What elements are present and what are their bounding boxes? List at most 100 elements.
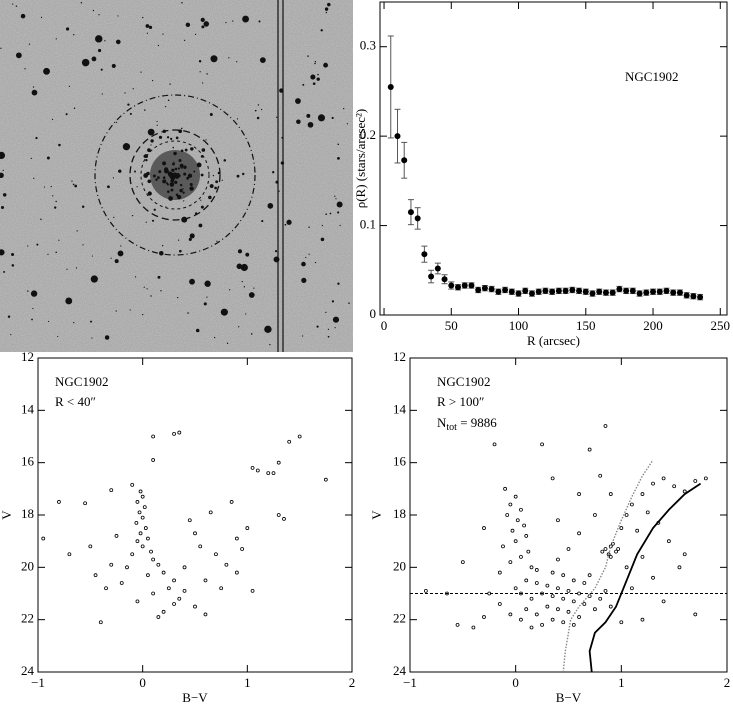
star bbox=[331, 300, 335, 303]
star bbox=[220, 308, 228, 316]
star-point bbox=[603, 547, 608, 551]
star bbox=[65, 27, 70, 31]
star-point bbox=[471, 625, 476, 630]
star bbox=[27, 290, 29, 292]
star bbox=[2, 193, 7, 197]
star-point bbox=[323, 477, 328, 482]
star bbox=[73, 34, 75, 36]
star-point bbox=[135, 599, 140, 604]
data-point bbox=[434, 265, 441, 272]
star-point bbox=[603, 588, 608, 593]
star bbox=[181, 167, 183, 169]
star bbox=[120, 245, 122, 247]
data-point bbox=[576, 287, 583, 294]
y-tick-label: 22 bbox=[21, 611, 34, 626]
x-tick-label: 50 bbox=[445, 318, 458, 333]
star-point bbox=[666, 539, 671, 544]
star bbox=[132, 88, 134, 90]
star-point bbox=[487, 591, 492, 596]
star-point bbox=[214, 552, 218, 557]
data-point bbox=[475, 286, 482, 293]
star bbox=[144, 154, 149, 158]
star bbox=[161, 244, 164, 247]
star bbox=[74, 184, 78, 188]
star bbox=[172, 172, 178, 178]
sky-image bbox=[0, 0, 353, 352]
star bbox=[190, 147, 194, 151]
annotation-main: N bbox=[437, 415, 447, 430]
star-point bbox=[140, 544, 145, 549]
star bbox=[276, 116, 278, 118]
star bbox=[43, 186, 46, 188]
star bbox=[325, 213, 328, 216]
star bbox=[242, 172, 245, 176]
data-point bbox=[387, 83, 394, 90]
star-point bbox=[682, 552, 687, 557]
star bbox=[134, 276, 137, 278]
star bbox=[200, 205, 204, 209]
star-point bbox=[640, 554, 645, 559]
star bbox=[0, 172, 4, 178]
star bbox=[260, 108, 263, 111]
star-point bbox=[540, 442, 544, 447]
star bbox=[182, 188, 184, 190]
annotation: NGC1902 bbox=[55, 374, 108, 389]
star bbox=[30, 290, 38, 297]
star bbox=[65, 113, 68, 116]
star bbox=[310, 74, 316, 80]
star-point bbox=[529, 596, 534, 601]
star-point bbox=[515, 518, 520, 523]
star-point bbox=[145, 573, 150, 578]
star-point bbox=[510, 528, 515, 533]
star-point bbox=[598, 473, 603, 478]
star-point bbox=[266, 471, 271, 476]
star-point bbox=[250, 465, 255, 470]
star-point bbox=[177, 430, 182, 435]
star bbox=[2, 169, 4, 171]
star bbox=[31, 89, 38, 96]
star-point bbox=[577, 531, 581, 536]
star-point bbox=[224, 562, 229, 567]
star-point bbox=[524, 534, 529, 538]
star-point bbox=[149, 549, 153, 554]
star bbox=[162, 179, 167, 184]
star bbox=[151, 219, 155, 222]
star bbox=[259, 57, 266, 64]
star-point bbox=[119, 581, 124, 585]
star bbox=[201, 25, 205, 29]
star bbox=[167, 183, 169, 186]
star bbox=[68, 85, 71, 87]
star bbox=[329, 212, 332, 215]
star bbox=[165, 206, 167, 208]
model-curve bbox=[562, 459, 654, 672]
star bbox=[284, 223, 287, 226]
y-tick-label: 12 bbox=[393, 349, 406, 364]
star-point bbox=[505, 513, 510, 517]
star bbox=[240, 263, 248, 272]
data-point bbox=[515, 290, 522, 297]
star bbox=[32, 307, 34, 310]
star bbox=[117, 250, 124, 257]
star bbox=[308, 253, 310, 255]
star bbox=[173, 151, 177, 156]
star bbox=[236, 61, 238, 63]
star bbox=[204, 280, 211, 287]
data-point bbox=[495, 288, 502, 295]
star-point bbox=[156, 615, 161, 619]
data-point bbox=[697, 294, 704, 301]
data-point bbox=[528, 290, 535, 297]
star bbox=[302, 335, 304, 337]
star bbox=[339, 224, 341, 227]
star bbox=[43, 67, 50, 75]
star-point bbox=[130, 483, 135, 487]
star bbox=[174, 167, 178, 171]
star bbox=[200, 199, 202, 201]
star bbox=[146, 32, 148, 34]
y-axis-label: V bbox=[369, 510, 384, 520]
star bbox=[145, 158, 148, 162]
star-point bbox=[276, 513, 281, 517]
star bbox=[177, 195, 182, 200]
star bbox=[314, 62, 316, 65]
star bbox=[213, 336, 216, 339]
star-point bbox=[455, 623, 460, 627]
